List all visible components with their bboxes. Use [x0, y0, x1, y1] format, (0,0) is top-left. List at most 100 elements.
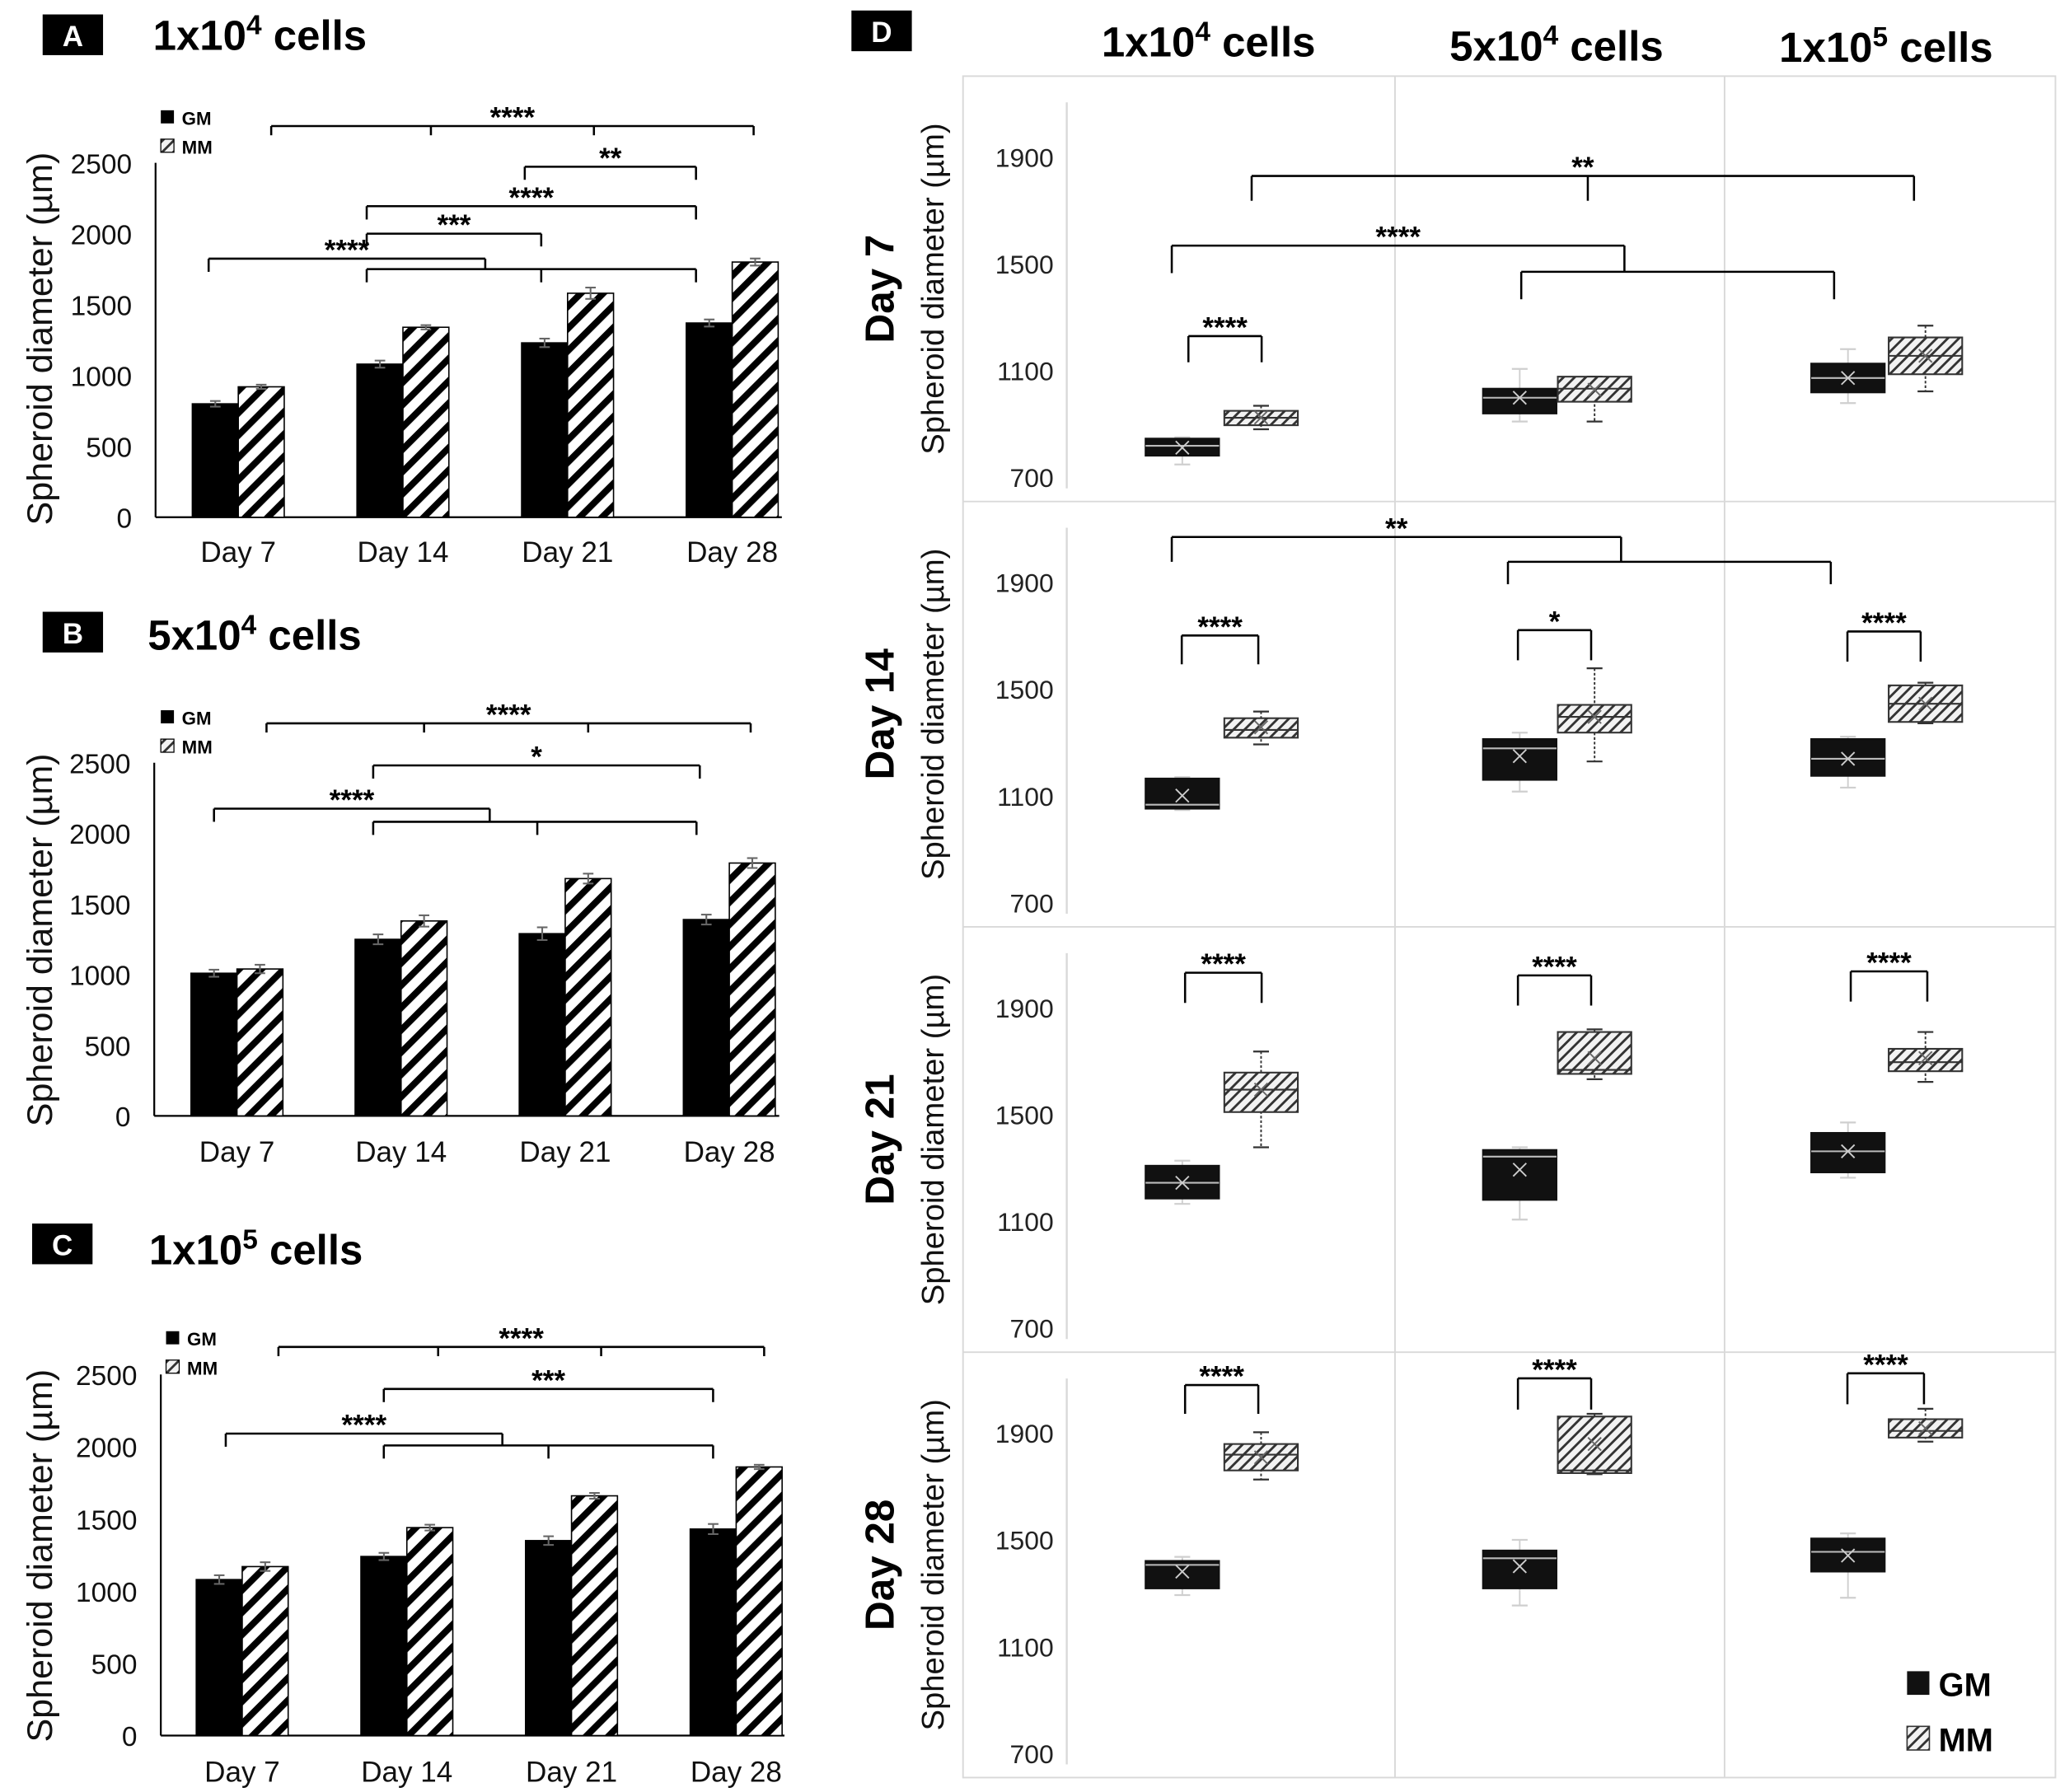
bar-gm	[525, 1540, 573, 1737]
panel-a: A 1x104 cells 0 500 1000 1500 2000 2500 Day 7 D…	[21, 10, 782, 568]
mean-marker	[1841, 1144, 1856, 1159]
x-tick-label: Day 14	[357, 536, 448, 568]
panel-label-box	[851, 10, 912, 52]
significance-label: **	[1385, 512, 1408, 545]
column-title-1e5: 1x105 cells	[1779, 22, 1993, 71]
row-day-28: 700 1100 1500 1900 Day 28 Spheroid diameter (…	[857, 1349, 2056, 1769]
significance-label: ****	[1861, 607, 1907, 639]
y-tick-label: 1100	[997, 357, 1054, 386]
significance-label: ****	[342, 1410, 387, 1442]
bar-gm	[518, 933, 566, 1117]
row-day-7: 700 1100 1500 1900 Day 7 Spheroid diameter (µ…	[857, 102, 1964, 493]
mean-marker	[1841, 371, 1856, 386]
box-gm	[1482, 387, 1557, 414]
significance-label: ****	[1863, 1349, 1908, 1381]
y-tick-label: 0	[122, 1722, 138, 1752]
bar-gm	[682, 919, 730, 1117]
y-tick-label: 0	[117, 504, 133, 535]
significance-label: ***	[531, 1364, 565, 1397]
x-tick-label: Day 7	[204, 1756, 280, 1788]
panel-label: A	[63, 21, 83, 53]
box-mm	[1557, 704, 1632, 734]
mean-marker	[1175, 1175, 1190, 1191]
mean-marker	[1841, 751, 1856, 766]
y-tick-label: 1900	[995, 143, 1054, 172]
y-axis-title: Spheroid diameter (µm)	[21, 152, 60, 526]
panel-label-box	[42, 611, 104, 653]
legend-label-gm: GM	[1939, 1668, 1992, 1704]
y-tick-label: 2000	[76, 1434, 137, 1464]
y-tick-label: 700	[1010, 1739, 1054, 1769]
significance-label: ****	[509, 182, 555, 214]
bar-chart-a: 0 500 1000 1500 2000 2500 Day 7 Day 14 Day 21 Day…	[21, 102, 782, 568]
bar-gm	[354, 938, 402, 1117]
x-tick-label: Day 14	[355, 1136, 447, 1168]
x-tick-label: Day 7	[199, 1136, 275, 1168]
y-tick-label: 2500	[69, 750, 130, 780]
bar-gm	[190, 972, 238, 1117]
y-tick-label: 1500	[995, 1100, 1054, 1130]
significance-label: ****	[1532, 951, 1577, 983]
panel-title: 1x105 cells	[149, 1224, 363, 1273]
y-axis-title: Spheroid diameter (µm)	[21, 754, 60, 1127]
y-axis-title: Spheroid diameter (µm)	[915, 123, 951, 454]
mean-marker	[1175, 788, 1190, 803]
row-day-21: 700 1100 1500 1900 Day 21 Spheroid diameter (…	[857, 925, 2056, 1344]
significance-label: ****	[1532, 1355, 1577, 1387]
y-tick-label: 1100	[997, 1632, 1054, 1662]
mean-marker	[1918, 1050, 1933, 1065]
panel-title: 1x104 cells	[153, 10, 368, 58]
legend-swatch-mm	[160, 738, 175, 753]
y-tick-label: 1100	[997, 782, 1054, 812]
bar-chart-c: 0 500 1000 1500 2000 2500 Day 7 Day 14 Day 21 Day…	[21, 1322, 785, 1788]
bar-gm	[191, 403, 239, 518]
significance-label: ****	[1866, 947, 1912, 980]
y-axis-title: Spheroid diameter (µm)	[915, 1399, 951, 1730]
box-plot-grid: 700 1100 1500 1900 Day 7 Spheroid diameter (µ…	[857, 75, 2057, 1779]
panel-title: 5x104 cells	[147, 611, 362, 659]
bar-mm	[567, 292, 615, 518]
panel-label: B	[63, 618, 83, 650]
bar-mm	[402, 326, 450, 518]
box-gm	[1482, 1549, 1557, 1589]
x-tick-label: Day 28	[686, 536, 778, 568]
bar-mm	[570, 1495, 619, 1737]
bar-mm	[400, 919, 448, 1117]
mean-marker	[1512, 391, 1527, 405]
legend-swatch-gm	[161, 710, 175, 723]
bar-mm	[405, 1527, 454, 1737]
legend-label-mm: MM	[1939, 1723, 1993, 1759]
mean-marker	[1512, 1559, 1527, 1574]
x-tick-label: Day 14	[361, 1756, 452, 1788]
mean-marker	[1512, 749, 1527, 764]
legend-swatch-gm	[1907, 1671, 1930, 1696]
mean-marker	[1918, 349, 1933, 363]
bar-mm	[237, 386, 285, 518]
panel-label-box	[32, 1224, 93, 1265]
mean-marker	[1587, 382, 1602, 397]
y-tick-label: 1500	[69, 891, 130, 921]
legend-d: GM MM	[1906, 1668, 1993, 1759]
bar-mm	[728, 862, 776, 1117]
bar-gm	[356, 363, 404, 518]
mean-marker	[1587, 1436, 1602, 1452]
legend-label-gm: GM	[187, 1329, 217, 1350]
x-tick-label: Day 21	[519, 1136, 611, 1168]
bar-chart-b: 0 500 1000 1500 2000 2500 Day 7 Day 14 Day 21 Day…	[21, 699, 780, 1168]
y-tick-label: 1500	[71, 291, 132, 321]
significance-label: *	[531, 742, 542, 774]
mean-marker	[1253, 720, 1269, 735]
bar-mm	[731, 261, 780, 518]
y-tick-label: 2500	[71, 149, 132, 180]
legend-swatch-mm	[160, 138, 175, 153]
x-tick-label: Day 7	[200, 536, 276, 568]
bar-gm	[360, 1556, 408, 1737]
y-tick-label: 1500	[995, 250, 1054, 279]
mean-marker	[1587, 709, 1602, 724]
legend-swatch-mm	[1906, 1725, 1931, 1751]
legend-label-mm: MM	[182, 737, 213, 758]
significance-label: ****	[486, 699, 531, 732]
bar-mm	[564, 877, 612, 1117]
box-mm	[1557, 1031, 1632, 1075]
